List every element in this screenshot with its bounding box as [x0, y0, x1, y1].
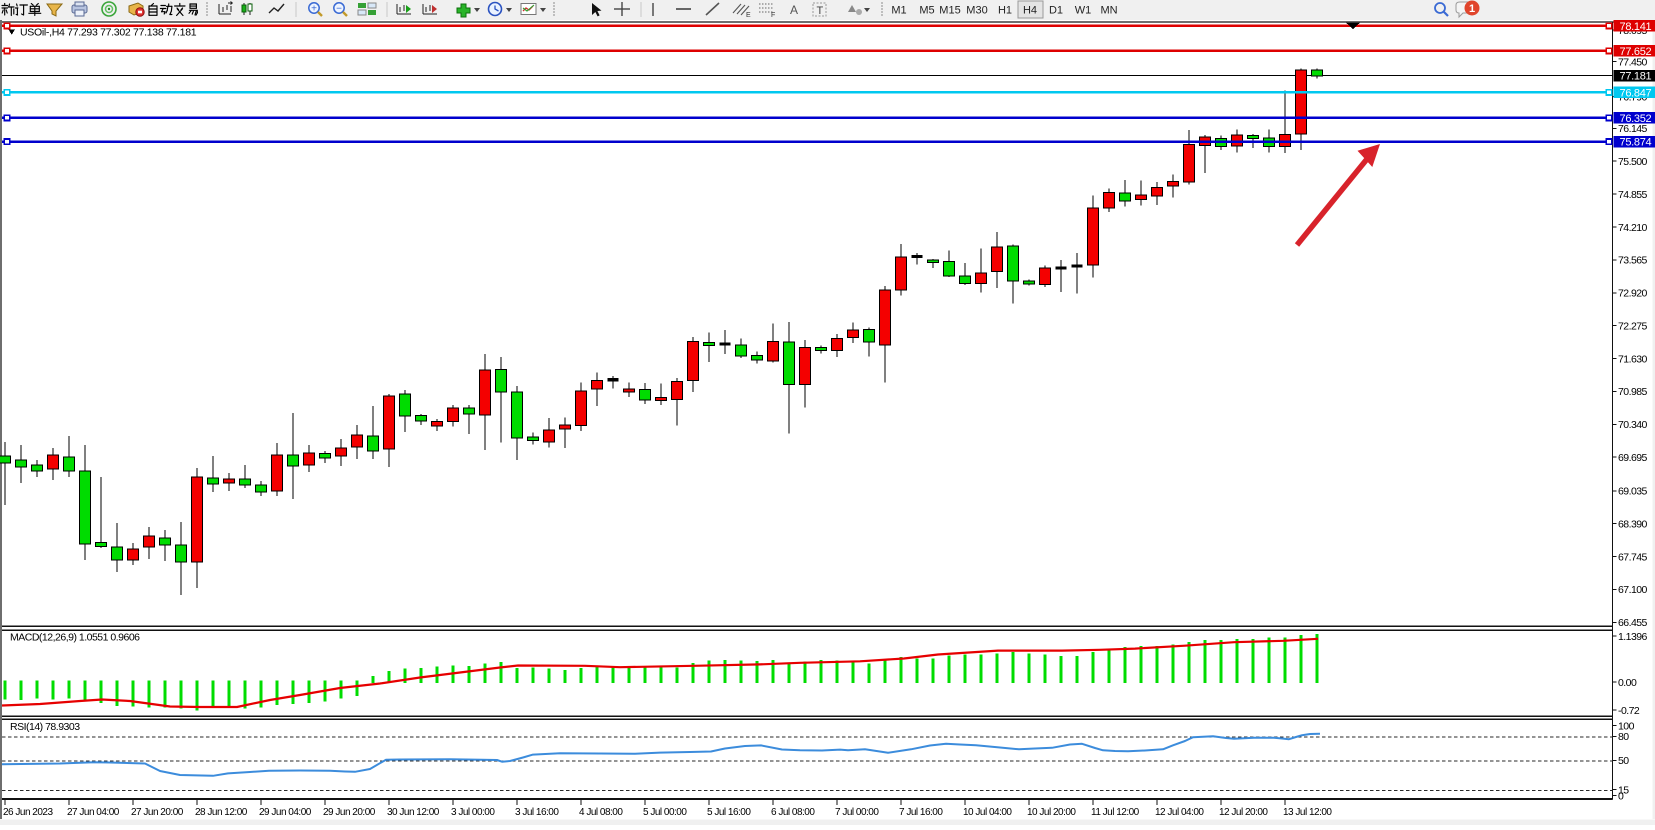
svg-text:3 Jul 16:00: 3 Jul 16:00 [515, 807, 559, 818]
svg-text:T: T [817, 5, 824, 17]
svg-text:4 Jul 08:00: 4 Jul 08:00 [579, 807, 623, 818]
svg-text:26 Jun 2023: 26 Jun 2023 [3, 807, 53, 818]
svg-text:1.1396: 1.1396 [1618, 631, 1648, 643]
svg-text:72.275: 72.275 [1618, 320, 1648, 332]
svg-text:RSI(14) 78.9303: RSI(14) 78.9303 [10, 721, 80, 733]
svg-text:10 Jul 04:00: 10 Jul 04:00 [963, 807, 1012, 818]
svg-text:74.855: 74.855 [1618, 189, 1648, 201]
svg-text:11 Jul 12:00: 11 Jul 12:00 [1091, 807, 1140, 818]
svg-text:68.390: 68.390 [1618, 519, 1648, 531]
svg-text:3 Jul 00:00: 3 Jul 00:00 [451, 807, 495, 818]
svg-text:75.500: 75.500 [1618, 156, 1648, 168]
svg-text:12 Jul 04:00: 12 Jul 04:00 [1155, 807, 1204, 818]
svg-text:M5: M5 [919, 5, 934, 17]
svg-text:77.652: 77.652 [1620, 46, 1652, 58]
svg-text:29 Jun 20:00: 29 Jun 20:00 [323, 807, 376, 818]
svg-text:69.695: 69.695 [1618, 452, 1648, 464]
svg-text:7 Jul 16:00: 7 Jul 16:00 [899, 807, 943, 818]
svg-text:H4: H4 [1023, 5, 1037, 17]
svg-text:W1: W1 [1075, 5, 1092, 17]
svg-text:M30: M30 [966, 5, 987, 17]
svg-text:74.210: 74.210 [1618, 222, 1648, 234]
svg-text:78.141: 78.141 [1620, 21, 1652, 33]
svg-text:5 Jul 00:00: 5 Jul 00:00 [643, 807, 687, 818]
svg-text:77.450: 77.450 [1618, 56, 1648, 68]
svg-text:F: F [771, 12, 775, 19]
svg-text:27 Jun 20:00: 27 Jun 20:00 [131, 807, 184, 818]
svg-text:69.035: 69.035 [1618, 486, 1648, 498]
svg-text:E: E [746, 12, 751, 19]
svg-text:27 Jun 04:00: 27 Jun 04:00 [67, 807, 120, 818]
svg-text:M1: M1 [891, 5, 906, 17]
svg-text:0: 0 [1618, 790, 1624, 802]
svg-text:70.340: 70.340 [1618, 419, 1648, 431]
svg-text:29 Jun 04:00: 29 Jun 04:00 [259, 807, 312, 818]
svg-text:76.352: 76.352 [1620, 113, 1652, 125]
svg-text:71.630: 71.630 [1618, 353, 1648, 365]
svg-text:50: 50 [1618, 755, 1629, 767]
svg-text:MN: MN [1100, 5, 1117, 17]
svg-text:MACD(12,26,9) 1.0551 0.9606: MACD(12,26,9) 1.0551 0.9606 [10, 632, 140, 644]
svg-text:66.455: 66.455 [1618, 617, 1648, 629]
svg-text:M15: M15 [939, 5, 960, 17]
svg-text:67.100: 67.100 [1618, 584, 1648, 596]
svg-text:13 Jul 12:00: 13 Jul 12:00 [1283, 807, 1332, 818]
svg-text:H1: H1 [998, 5, 1012, 17]
svg-text:76.145: 76.145 [1618, 123, 1648, 135]
svg-text:7 Jul 00:00: 7 Jul 00:00 [835, 807, 879, 818]
svg-text:12 Jul 20:00: 12 Jul 20:00 [1219, 807, 1268, 818]
svg-text:1: 1 [1469, 3, 1475, 15]
svg-text:80: 80 [1618, 731, 1629, 743]
svg-text:5 Jul 16:00: 5 Jul 16:00 [707, 807, 751, 818]
svg-text:D1: D1 [1049, 5, 1063, 17]
svg-text:6 Jul 08:00: 6 Jul 08:00 [771, 807, 815, 818]
svg-text:A: A [790, 3, 798, 17]
svg-text:67.745: 67.745 [1618, 551, 1648, 563]
svg-text:72.920: 72.920 [1618, 288, 1648, 300]
svg-text:73.565: 73.565 [1618, 255, 1648, 267]
svg-text:10 Jul 20:00: 10 Jul 20:00 [1027, 807, 1076, 818]
svg-text:+: + [311, 4, 317, 15]
svg-text:28 Jun 12:00: 28 Jun 12:00 [195, 807, 248, 818]
svg-text:-0.72: -0.72 [1618, 705, 1640, 717]
svg-text:75.874: 75.874 [1620, 137, 1652, 149]
svg-text:76.847: 76.847 [1620, 87, 1652, 99]
svg-text:77.181: 77.181 [1620, 71, 1652, 83]
svg-text:30 Jun 12:00: 30 Jun 12:00 [387, 807, 440, 818]
svg-text:−: − [336, 4, 342, 15]
svg-text:0.00: 0.00 [1618, 677, 1637, 689]
svg-text:70.985: 70.985 [1618, 386, 1648, 398]
svg-text:USOil-,H4 77.293 77.302 77.13: USOil-,H4 77.293 77.302 77.138 77.181 [20, 27, 197, 39]
